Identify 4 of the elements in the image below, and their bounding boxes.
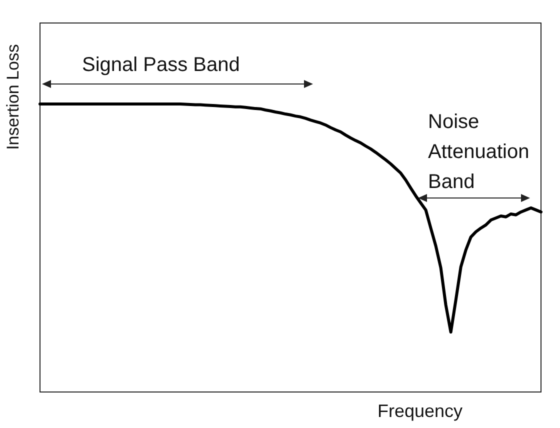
text: Signal Pass Band — [82, 54, 240, 76]
x-axis-title: Frequency — [377, 401, 463, 421]
annotation: Noise Attenuation Band — [428, 111, 535, 193]
y-axis-title: Insertion Loss — [4, 44, 22, 150]
